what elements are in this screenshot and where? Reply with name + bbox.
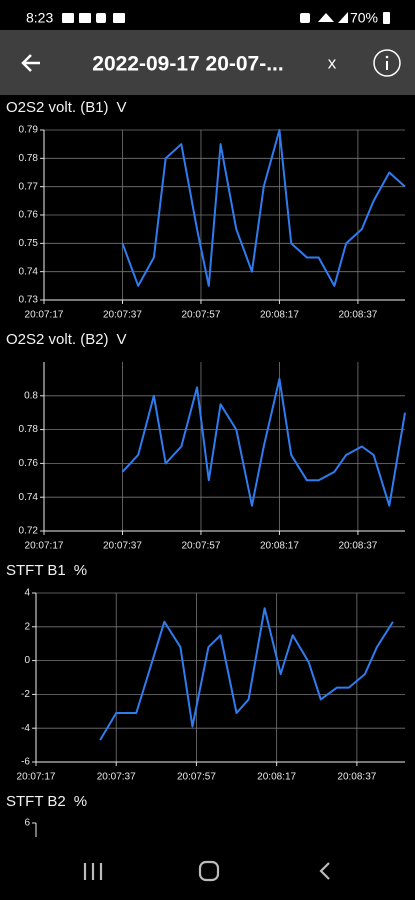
chart-unit: % bbox=[74, 793, 87, 810]
x-tick-label: 20:07:37 bbox=[97, 772, 136, 783]
y-tick-label: -6 bbox=[21, 757, 30, 768]
y-tick-label: 0.76 bbox=[19, 210, 39, 221]
status-battery: 70% bbox=[350, 10, 378, 26]
status-icons bbox=[62, 12, 390, 24]
chart-unit: V bbox=[117, 331, 127, 348]
x-tick-label: 20:08:17 bbox=[260, 310, 299, 321]
nav-back-button[interactable] bbox=[319, 862, 330, 880]
x-tick-label: 20:08:37 bbox=[338, 310, 377, 321]
y-tick-label: 0.74 bbox=[19, 266, 39, 277]
y-tick-label: 0.78 bbox=[19, 153, 39, 164]
close-button[interactable]: x bbox=[328, 53, 337, 72]
y-tick-label: 0.73 bbox=[19, 295, 39, 306]
y-tick-label: 0.74 bbox=[19, 492, 39, 503]
y-tick-label: 0.77 bbox=[19, 181, 39, 192]
data-line bbox=[121, 377, 406, 507]
charts: O2S2 volt. (B1) V 0.73 0.74 0.75 0.76 0.77 0.78… bbox=[6, 99, 406, 837]
y-tick-label: 0.79 bbox=[19, 125, 39, 136]
home-button[interactable] bbox=[198, 860, 220, 882]
chart-unit: V bbox=[117, 99, 127, 116]
y-tick-label: 0.76 bbox=[19, 458, 39, 469]
x-tick-label: 20:07:57 bbox=[181, 310, 220, 321]
chart-title: STFT B2 bbox=[6, 793, 66, 810]
data-line bbox=[121, 129, 406, 287]
x-tick-label: 20:07:37 bbox=[103, 310, 142, 321]
x-tick-label: 20:08:17 bbox=[257, 772, 296, 783]
y-tick-label: 0.72 bbox=[19, 526, 39, 537]
recents-button[interactable] bbox=[83, 863, 103, 880]
chart-title: O2S2 volt. (B1) bbox=[6, 99, 109, 116]
x-tick-label: 20:07:17 bbox=[25, 310, 64, 321]
x-tick-label: 20:07:57 bbox=[181, 541, 220, 552]
y-tick-label: 0.78 bbox=[19, 424, 39, 435]
y-tick-label: 0.8 bbox=[24, 390, 38, 401]
x-tick-label: 20:07:17 bbox=[17, 772, 56, 783]
x-tick-label: 20:07:57 bbox=[177, 772, 216, 783]
y-tick-label: -4 bbox=[21, 723, 30, 734]
chart-title: STFT B1 bbox=[6, 562, 66, 579]
chart-title: O2S2 volt. (B2) bbox=[6, 331, 109, 348]
toolbar bbox=[0, 30, 415, 95]
x-tick-label: 20:07:17 bbox=[25, 541, 64, 552]
x-tick-label: 20:08:37 bbox=[337, 772, 376, 783]
y-tick-label: 2 bbox=[24, 621, 30, 632]
status-time: 8:23 bbox=[26, 10, 53, 26]
x-tick-label: 20:07:37 bbox=[103, 541, 142, 552]
toolbar-title: 2022-09-17 20-07-... bbox=[92, 53, 283, 76]
x-tick-label: 20:08:17 bbox=[260, 541, 299, 552]
y-tick-label: 6 bbox=[24, 818, 30, 829]
y-tick-label: 0.75 bbox=[19, 238, 39, 249]
y-tick-label: -2 bbox=[21, 689, 30, 700]
chart-unit: % bbox=[74, 562, 87, 579]
y-tick-label: 0 bbox=[24, 655, 30, 666]
back-button[interactable] bbox=[21, 54, 40, 72]
data-line bbox=[99, 607, 394, 741]
nav-bar bbox=[0, 840, 415, 900]
info-button[interactable] bbox=[373, 49, 401, 77]
y-tick-label: 4 bbox=[24, 588, 30, 599]
x-tick-label: 20:08:37 bbox=[338, 541, 377, 552]
